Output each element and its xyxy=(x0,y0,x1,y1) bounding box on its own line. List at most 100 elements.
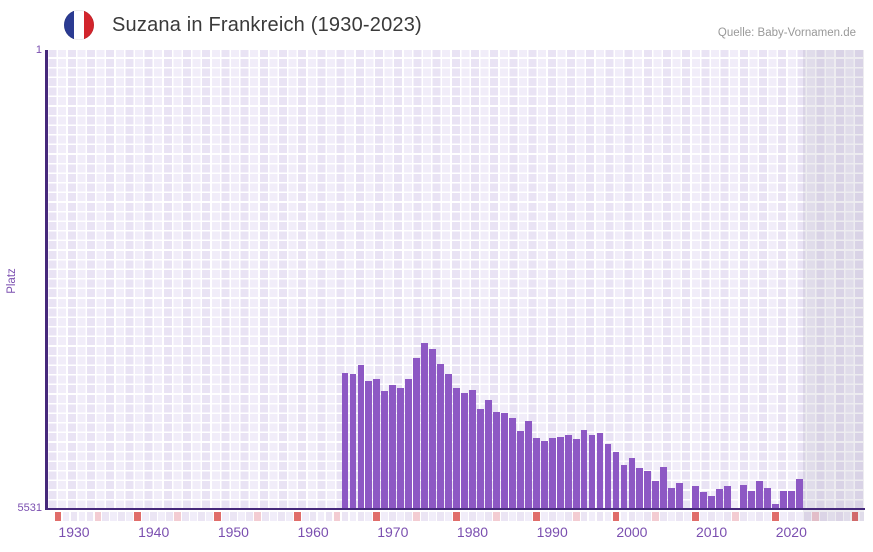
strip-square-1971 xyxy=(397,512,405,521)
bar-1991[interactable] xyxy=(556,436,564,508)
strip-square-1929 xyxy=(62,512,70,521)
bar-2002[interactable] xyxy=(644,471,652,508)
strip-square-1960 xyxy=(309,512,317,521)
bar-1990[interactable] xyxy=(548,438,556,508)
strip-square-1953 xyxy=(253,512,261,521)
bar-2017[interactable] xyxy=(763,488,771,508)
bar-2021[interactable] xyxy=(795,478,803,508)
bar-2020[interactable] xyxy=(787,490,795,508)
x-tick-label-1940: 1940 xyxy=(138,524,170,540)
bar-1971[interactable] xyxy=(397,387,405,508)
bar-1979[interactable] xyxy=(461,392,468,508)
x-tick-label-1990: 1990 xyxy=(536,524,568,540)
strip-square-1974 xyxy=(421,512,429,521)
bar-1968[interactable] xyxy=(373,378,381,508)
strip-square-1950 xyxy=(230,512,237,521)
bar-1977[interactable] xyxy=(445,373,452,508)
bar-1974[interactable] xyxy=(421,343,429,508)
x-tick-label-1980: 1980 xyxy=(456,524,489,540)
strip-square-1990 xyxy=(548,512,556,521)
bar-1983[interactable] xyxy=(493,411,500,508)
bar-1995[interactable] xyxy=(588,435,596,508)
bar-2010[interactable] xyxy=(708,496,715,508)
bar-1978[interactable] xyxy=(453,387,460,508)
bar-1969[interactable] xyxy=(381,391,389,508)
strip-square-2006 xyxy=(676,512,684,521)
strip-square-1944 xyxy=(182,512,189,521)
source-link[interactable]: Quelle: Baby-Vornamen.de xyxy=(717,27,856,39)
bar-1993[interactable] xyxy=(572,439,580,508)
bar-1996[interactable] xyxy=(596,433,604,508)
bar-1998[interactable] xyxy=(612,451,620,508)
strip-square-1973 xyxy=(413,512,421,521)
bar-1999[interactable] xyxy=(620,464,628,508)
strip-square-1943 xyxy=(174,512,181,521)
bar-1970[interactable] xyxy=(389,384,397,508)
bar-2016[interactable] xyxy=(756,481,763,508)
bar-2004[interactable] xyxy=(660,467,668,508)
bar-1981[interactable] xyxy=(477,409,484,508)
bar-2003[interactable] xyxy=(652,480,660,508)
strip-square-1983 xyxy=(493,512,500,521)
strip-square-1994 xyxy=(580,512,588,521)
y-axis-bottom-label: 5531 xyxy=(17,502,42,514)
y-axis-top-label: 1 xyxy=(35,44,42,56)
bar-2015[interactable] xyxy=(748,491,755,508)
strip-square-1985 xyxy=(508,512,516,521)
bar-1986[interactable] xyxy=(516,430,524,508)
strip-square-1977 xyxy=(445,512,452,521)
bar-1972[interactable] xyxy=(405,378,413,508)
bar-2012[interactable] xyxy=(724,486,731,508)
strip-square-1942 xyxy=(166,512,174,521)
strip-square-2000 xyxy=(628,512,636,521)
strip-square-2011 xyxy=(716,512,723,521)
x-tick-label-1970: 1970 xyxy=(377,524,409,540)
bar-2005[interactable] xyxy=(668,488,676,508)
bar-2006[interactable] xyxy=(676,483,684,508)
strip-square-2005 xyxy=(668,512,676,521)
bar-1966[interactable] xyxy=(357,365,365,508)
bar-1994[interactable] xyxy=(580,430,588,508)
bar-1964[interactable] xyxy=(341,372,349,508)
bar-2014[interactable] xyxy=(740,484,747,508)
bar-1982[interactable] xyxy=(485,400,492,508)
bar-1997[interactable] xyxy=(604,444,612,508)
strip-square-1948 xyxy=(214,512,221,521)
bar-1976[interactable] xyxy=(437,363,445,508)
bar-1988[interactable] xyxy=(532,438,540,508)
x-axis-line xyxy=(45,508,865,510)
strip-square-1938 xyxy=(134,512,142,521)
bar-1987[interactable] xyxy=(524,420,532,508)
strip-square-1986 xyxy=(516,512,524,521)
bar-1985[interactable] xyxy=(508,418,516,508)
x-tick-label-1960: 1960 xyxy=(297,524,329,540)
strip-square-2004 xyxy=(660,512,668,521)
bar-2011[interactable] xyxy=(716,488,723,508)
strip-square-1992 xyxy=(564,512,572,521)
bar-1975[interactable] xyxy=(429,348,437,508)
strip-square-2021 xyxy=(795,512,803,521)
bar-2019[interactable] xyxy=(779,491,787,508)
strip-square-2015 xyxy=(748,512,755,521)
strip-square-1962 xyxy=(325,512,333,521)
bar-1965[interactable] xyxy=(349,373,357,508)
bar-2001[interactable] xyxy=(636,468,644,508)
bar-1973[interactable] xyxy=(413,358,421,508)
page-title: Suzana in Frankreich (1930-2023) xyxy=(112,14,422,36)
strip-square-1945 xyxy=(190,512,197,521)
bar-1989[interactable] xyxy=(540,440,548,508)
bar-2000[interactable] xyxy=(628,458,636,508)
bar-2009[interactable] xyxy=(700,492,708,508)
bar-2018[interactable] xyxy=(771,503,779,508)
strip-square-1939 xyxy=(142,512,150,521)
bar-1980[interactable] xyxy=(469,390,476,508)
strip-square-1936 xyxy=(118,512,126,521)
bar-1992[interactable] xyxy=(564,435,572,508)
strip-square-2023 xyxy=(811,512,819,521)
strip-square-2007 xyxy=(684,512,692,521)
bar-2008[interactable] xyxy=(692,486,700,508)
bar-1967[interactable] xyxy=(365,381,373,508)
strip-square-1999 xyxy=(620,512,628,521)
strip-square-1934 xyxy=(102,512,110,521)
bar-1984[interactable] xyxy=(500,412,508,508)
